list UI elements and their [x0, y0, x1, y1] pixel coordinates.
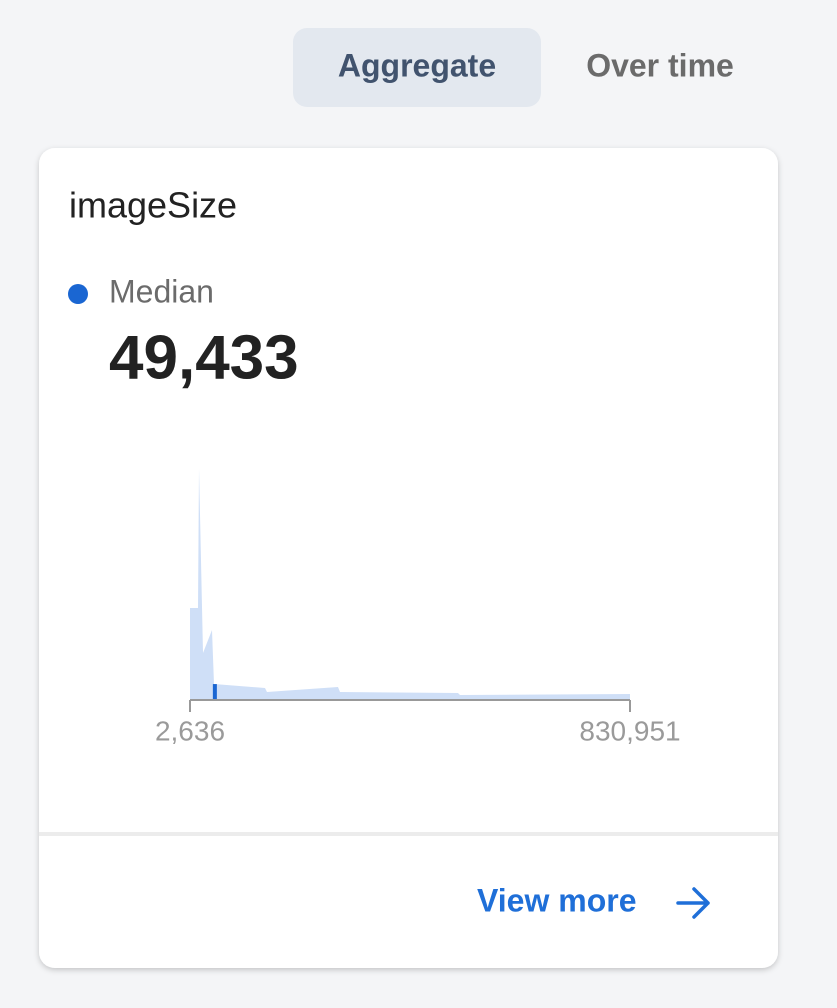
- card: [39, 148, 778, 968]
- tab[interactable]: Over time: [586, 47, 734, 83]
- view-more-link[interactable]: View more: [477, 882, 636, 918]
- x-tick-label: 2,636: [155, 715, 225, 746]
- tab-active-bg[interactable]: [293, 28, 541, 107]
- divider: [39, 832, 778, 836]
- x-tick-label: 830,951: [579, 715, 680, 746]
- legend-label: Median: [109, 273, 214, 309]
- distribution-chart: 2,636 830,951: [155, 468, 681, 746]
- median-value: 49,433: [109, 323, 299, 392]
- median-marker: [212, 684, 217, 700]
- legend-dot: [68, 284, 88, 304]
- arrow-icon[interactable]: [676, 887, 710, 919]
- tab[interactable]: Aggregate: [338, 47, 496, 83]
- card-title: imageSize: [69, 185, 237, 226]
